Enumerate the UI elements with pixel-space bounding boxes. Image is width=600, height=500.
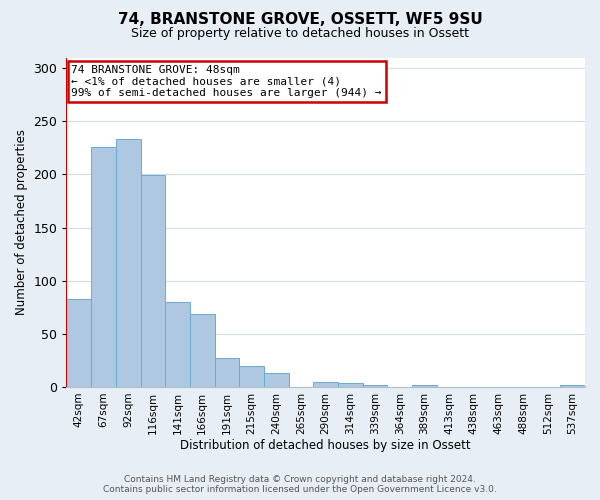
Bar — [313, 382, 338, 387]
Bar — [165, 302, 190, 387]
Bar — [215, 358, 239, 387]
Bar — [91, 147, 116, 387]
Bar — [264, 373, 289, 387]
Bar — [560, 385, 585, 387]
Bar — [190, 314, 215, 387]
Bar — [363, 385, 388, 387]
Bar — [116, 140, 140, 387]
Bar — [140, 176, 165, 387]
Bar — [67, 298, 91, 387]
Bar — [412, 385, 437, 387]
Text: Contains HM Land Registry data © Crown copyright and database right 2024.
Contai: Contains HM Land Registry data © Crown c… — [103, 474, 497, 494]
Text: 74 BRANSTONE GROVE: 48sqm
← <1% of detached houses are smaller (4)
99% of semi-d: 74 BRANSTONE GROVE: 48sqm ← <1% of detac… — [71, 65, 382, 98]
Bar — [239, 366, 264, 387]
X-axis label: Distribution of detached houses by size in Ossett: Distribution of detached houses by size … — [181, 440, 471, 452]
Text: 74, BRANSTONE GROVE, OSSETT, WF5 9SU: 74, BRANSTONE GROVE, OSSETT, WF5 9SU — [118, 12, 482, 28]
Y-axis label: Number of detached properties: Number of detached properties — [15, 129, 28, 315]
Bar — [338, 382, 363, 387]
Text: Size of property relative to detached houses in Ossett: Size of property relative to detached ho… — [131, 28, 469, 40]
